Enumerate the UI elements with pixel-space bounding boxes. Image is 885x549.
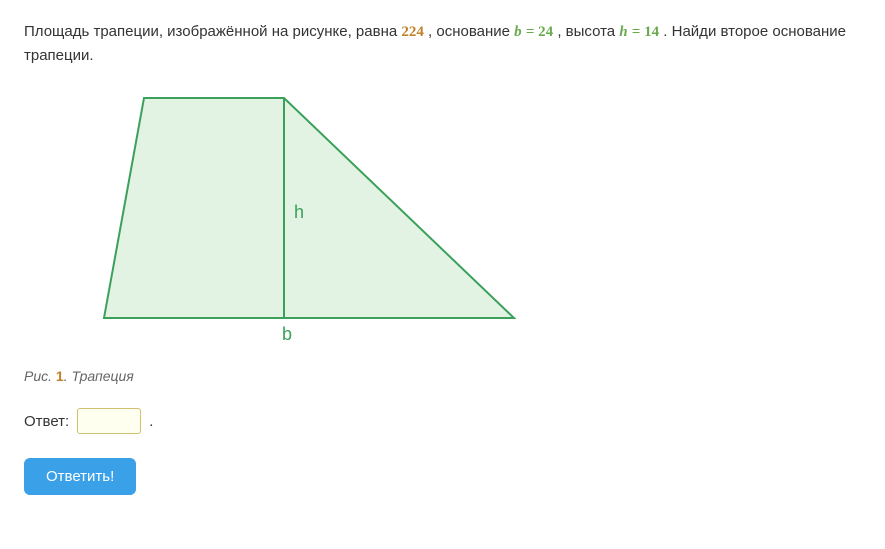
caption-suffix: . Трапеция xyxy=(64,368,134,384)
eq: = xyxy=(632,24,644,40)
area-value: 224 xyxy=(401,24,424,40)
answer-row: Ответ: . xyxy=(24,408,861,434)
var-h: h xyxy=(619,24,627,40)
figure-caption: Рис. 1. Трапеция xyxy=(24,368,861,384)
text: , основание xyxy=(428,23,514,40)
b-value: 24 xyxy=(538,24,553,40)
text: , высота xyxy=(557,23,619,40)
trapezoid-svg: h b xyxy=(84,88,524,348)
problem-statement: Площадь трапеции, изображённой на рисунк… xyxy=(24,20,861,68)
answer-suffix: . xyxy=(149,413,153,430)
answer-label: Ответ: xyxy=(24,413,69,430)
label-b: b xyxy=(282,324,292,344)
label-h: h xyxy=(294,202,304,222)
h-value: 14 xyxy=(644,24,659,40)
trapezoid-shape xyxy=(104,98,514,318)
caption-prefix: Рис. xyxy=(24,368,56,384)
caption-number: 1 xyxy=(56,368,64,384)
text: Площадь трапеции, изображённой на рисунк… xyxy=(24,23,401,40)
var-b: b xyxy=(514,24,522,40)
figure-trapezoid: h b xyxy=(84,88,861,348)
eq: = xyxy=(526,24,538,40)
answer-input[interactable] xyxy=(77,408,141,434)
submit-button[interactable]: Ответить! xyxy=(24,458,136,495)
